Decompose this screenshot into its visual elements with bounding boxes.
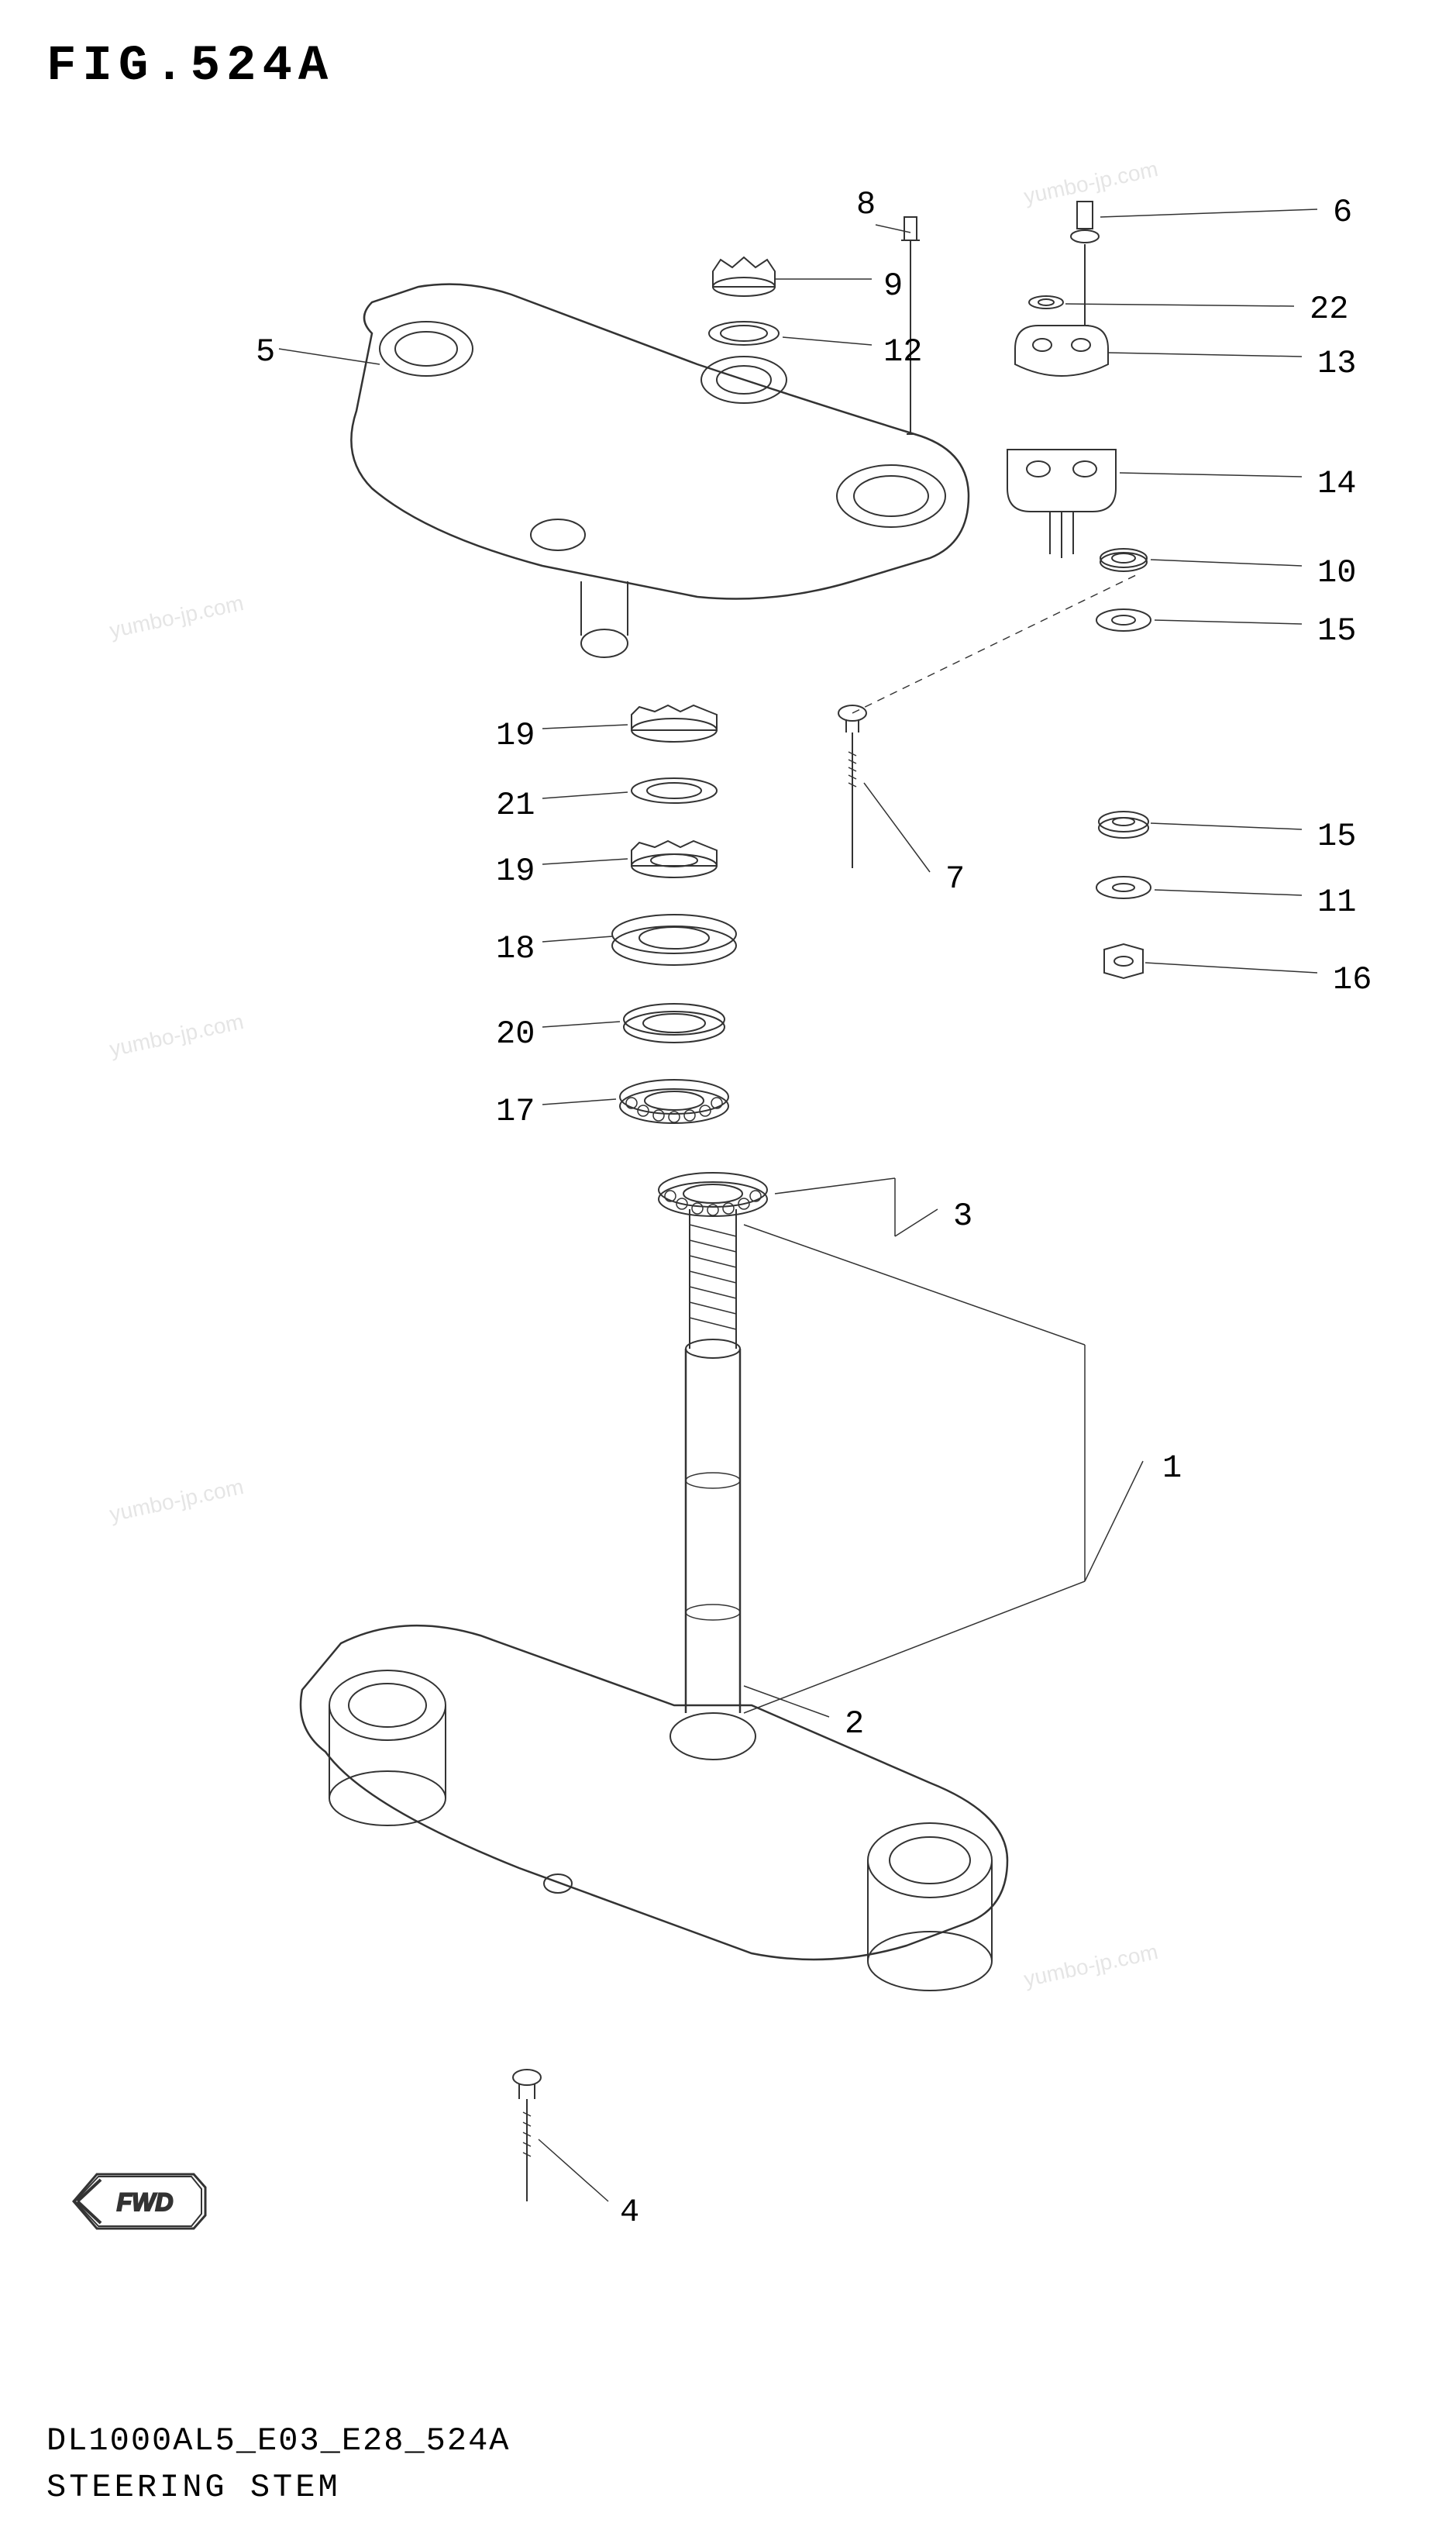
callout-14: 14 xyxy=(1317,465,1356,502)
callout-3: 3 xyxy=(953,1198,972,1235)
page-container: FIG.524A yumbo-jp.com yumbo-jp.com yumbo… xyxy=(0,0,1456,2537)
callout-9: 9 xyxy=(883,267,903,305)
callout-19: 19 xyxy=(496,717,535,754)
callout-22: 22 xyxy=(1310,291,1348,328)
callout-1: 1 xyxy=(1162,1449,1182,1487)
callout-13: 13 xyxy=(1317,345,1356,382)
callout-5: 5 xyxy=(256,333,275,371)
callout-6: 6 xyxy=(1333,194,1352,231)
callout-17: 17 xyxy=(496,1093,535,1130)
drawing-title: STEERING STEM xyxy=(46,2469,341,2506)
callout-10: 10 xyxy=(1317,554,1356,591)
callout-7: 7 xyxy=(945,860,965,898)
callout-4: 4 xyxy=(620,2194,639,2231)
callout-15: 15 xyxy=(1317,612,1356,650)
callout-18: 18 xyxy=(496,930,535,967)
callout-15b: 15 xyxy=(1317,818,1356,855)
callout-8: 8 xyxy=(856,186,876,223)
callout-20: 20 xyxy=(496,1015,535,1053)
callout-2: 2 xyxy=(845,1705,864,1742)
svg-text:FWD: FWD xyxy=(117,2188,174,2216)
callout-12: 12 xyxy=(883,333,922,371)
callout-21: 21 xyxy=(496,787,535,824)
callout-16: 16 xyxy=(1333,961,1372,998)
callout-19b: 19 xyxy=(496,853,535,890)
steering-stem-diagram: FWD xyxy=(0,155,1456,2403)
callout-11: 11 xyxy=(1317,884,1356,921)
drawing-code: DL1000AL5_E03_E28_524A xyxy=(46,2422,511,2459)
figure-title: FIG.524A xyxy=(46,39,334,95)
